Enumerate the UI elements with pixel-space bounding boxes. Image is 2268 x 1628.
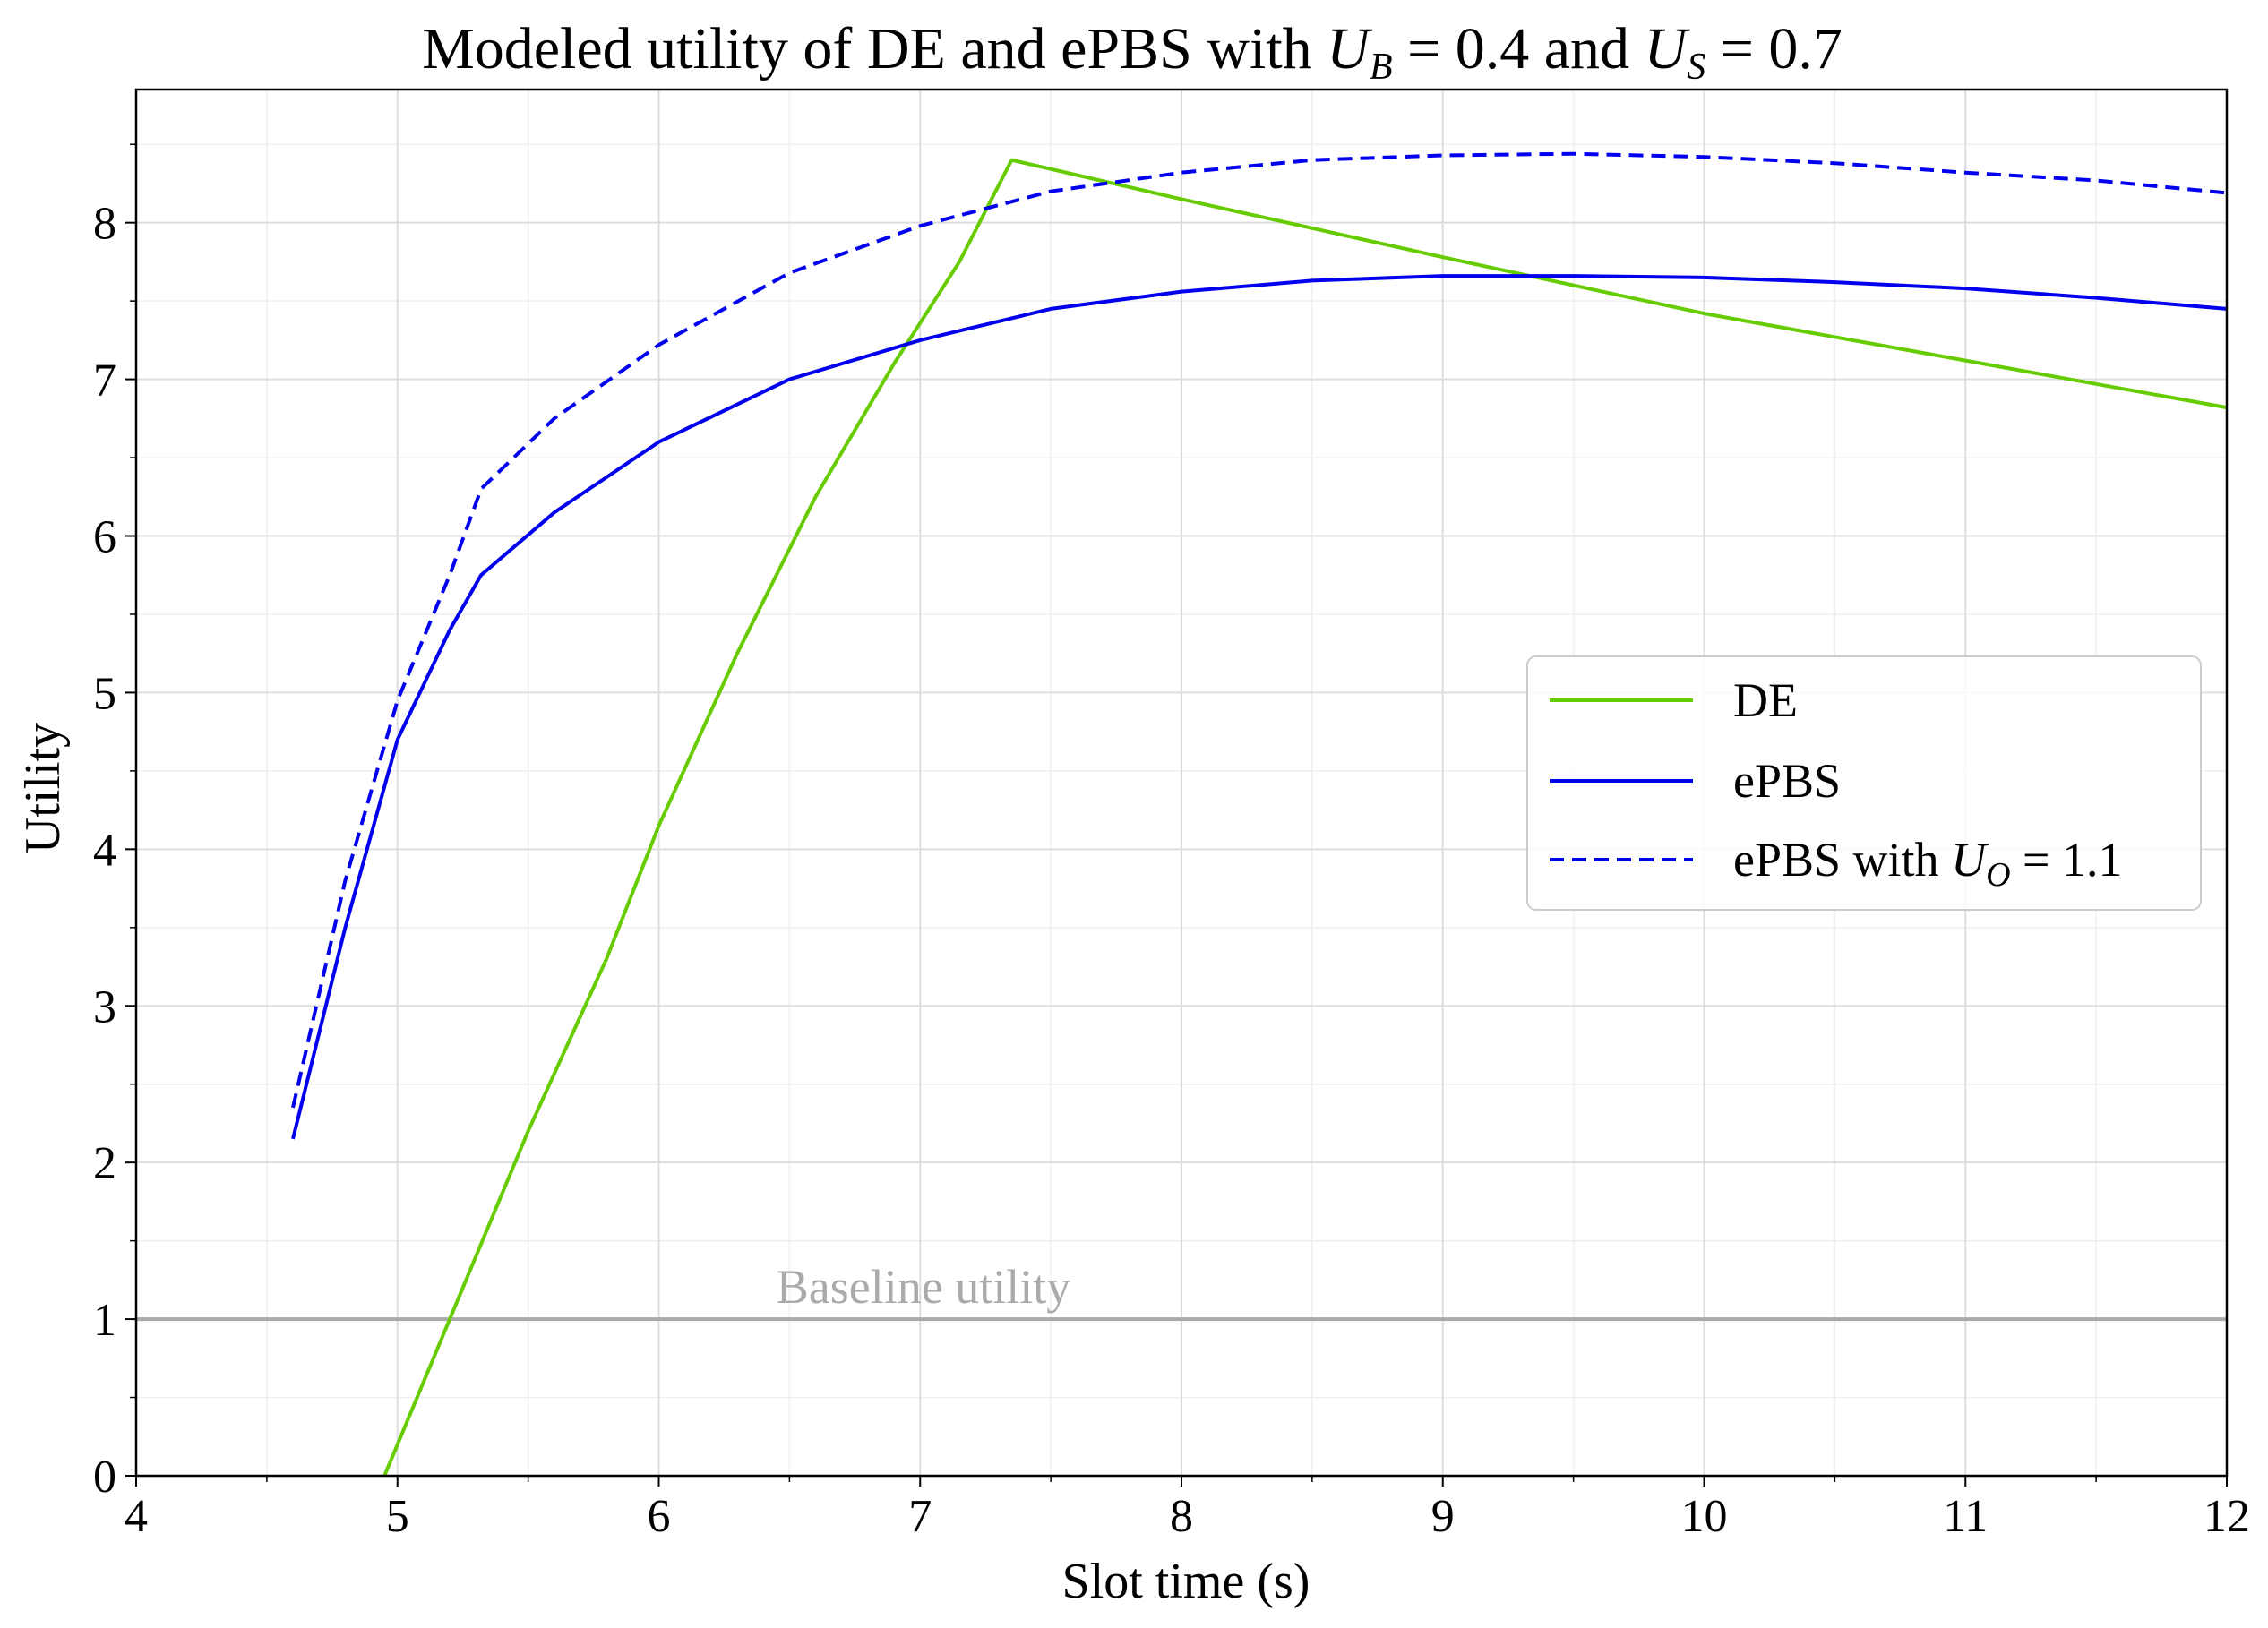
baseline-label: Baseline utility [777, 1260, 1070, 1314]
legend-label-de: DE [1733, 673, 1798, 727]
series-epbs-uo-line [291, 151, 2228, 1109]
y-tick-label: 0 [93, 1452, 116, 1503]
x-axis-label: Slot time (s) [1062, 1554, 1310, 1609]
x-axis-ticks: 4 5 6 7 8 9 10 11 12 [125, 1476, 2250, 1542]
title-ub-base: U [1327, 16, 1373, 81]
y-tick-label: 1 [93, 1295, 116, 1346]
legend-label-epbs: ePBS [1733, 754, 1841, 808]
series-layer [291, 151, 2228, 1477]
x-tick-label: 11 [1943, 1491, 1988, 1542]
y-axis-ticks: 0 1 2 3 4 5 6 7 8 [93, 143, 136, 1503]
y-tick-label: 7 [93, 356, 116, 407]
x-tick-label: 7 [908, 1491, 932, 1542]
title-prefix: Modeled utility of DE and ePBS with [422, 16, 1327, 81]
y-tick-label: 6 [93, 512, 116, 563]
title-us-value: = 0.7 [1705, 16, 1843, 81]
title-ub-sub: B [1370, 47, 1393, 88]
series-epbs-line [291, 274, 2228, 1140]
legend-label-epbs-uo-prefix: ePBS with [1733, 833, 1951, 887]
legend-label-epbs-uo-sub: O [1986, 856, 2010, 894]
y-tick-label: 8 [93, 199, 116, 250]
y-tick-label: 2 [93, 1138, 116, 1189]
legend-label-epbs-uo-value: = 1.1 [2011, 833, 2123, 887]
x-tick-label: 5 [386, 1491, 409, 1542]
legend-label-epbs-uo: ePBS with UO = 1.1 [1733, 833, 2122, 894]
title-ub-value: = 0.4 [1393, 16, 1530, 81]
title-us-base: U [1645, 16, 1691, 81]
y-tick-label: 4 [93, 825, 116, 876]
legend-box [1526, 655, 2202, 911]
x-tick-label: 10 [1681, 1491, 1728, 1542]
y-tick-label: 5 [93, 668, 116, 719]
x-tick-label: 8 [1170, 1491, 1193, 1542]
chart-title: Modeled utility of DE and ePBS with UB =… [422, 16, 1843, 88]
series-de-line [382, 158, 2228, 1477]
x-tick-label: 6 [648, 1491, 671, 1542]
title-joiner: and [1529, 16, 1644, 81]
legend: DE ePBS ePBS with UO = 1.1 [1526, 655, 2202, 911]
y-tick-label: 3 [93, 981, 116, 1032]
baseline: Baseline utility [136, 1260, 2227, 1322]
x-tick-label: 4 [125, 1491, 148, 1542]
y-axis-label: Utility [15, 723, 71, 853]
legend-label-epbs-uo-base: U [1951, 833, 1989, 887]
x-tick-label: 9 [1431, 1491, 1455, 1542]
title-us-sub: S [1687, 47, 1705, 88]
x-tick-label: 12 [2204, 1491, 2250, 1542]
